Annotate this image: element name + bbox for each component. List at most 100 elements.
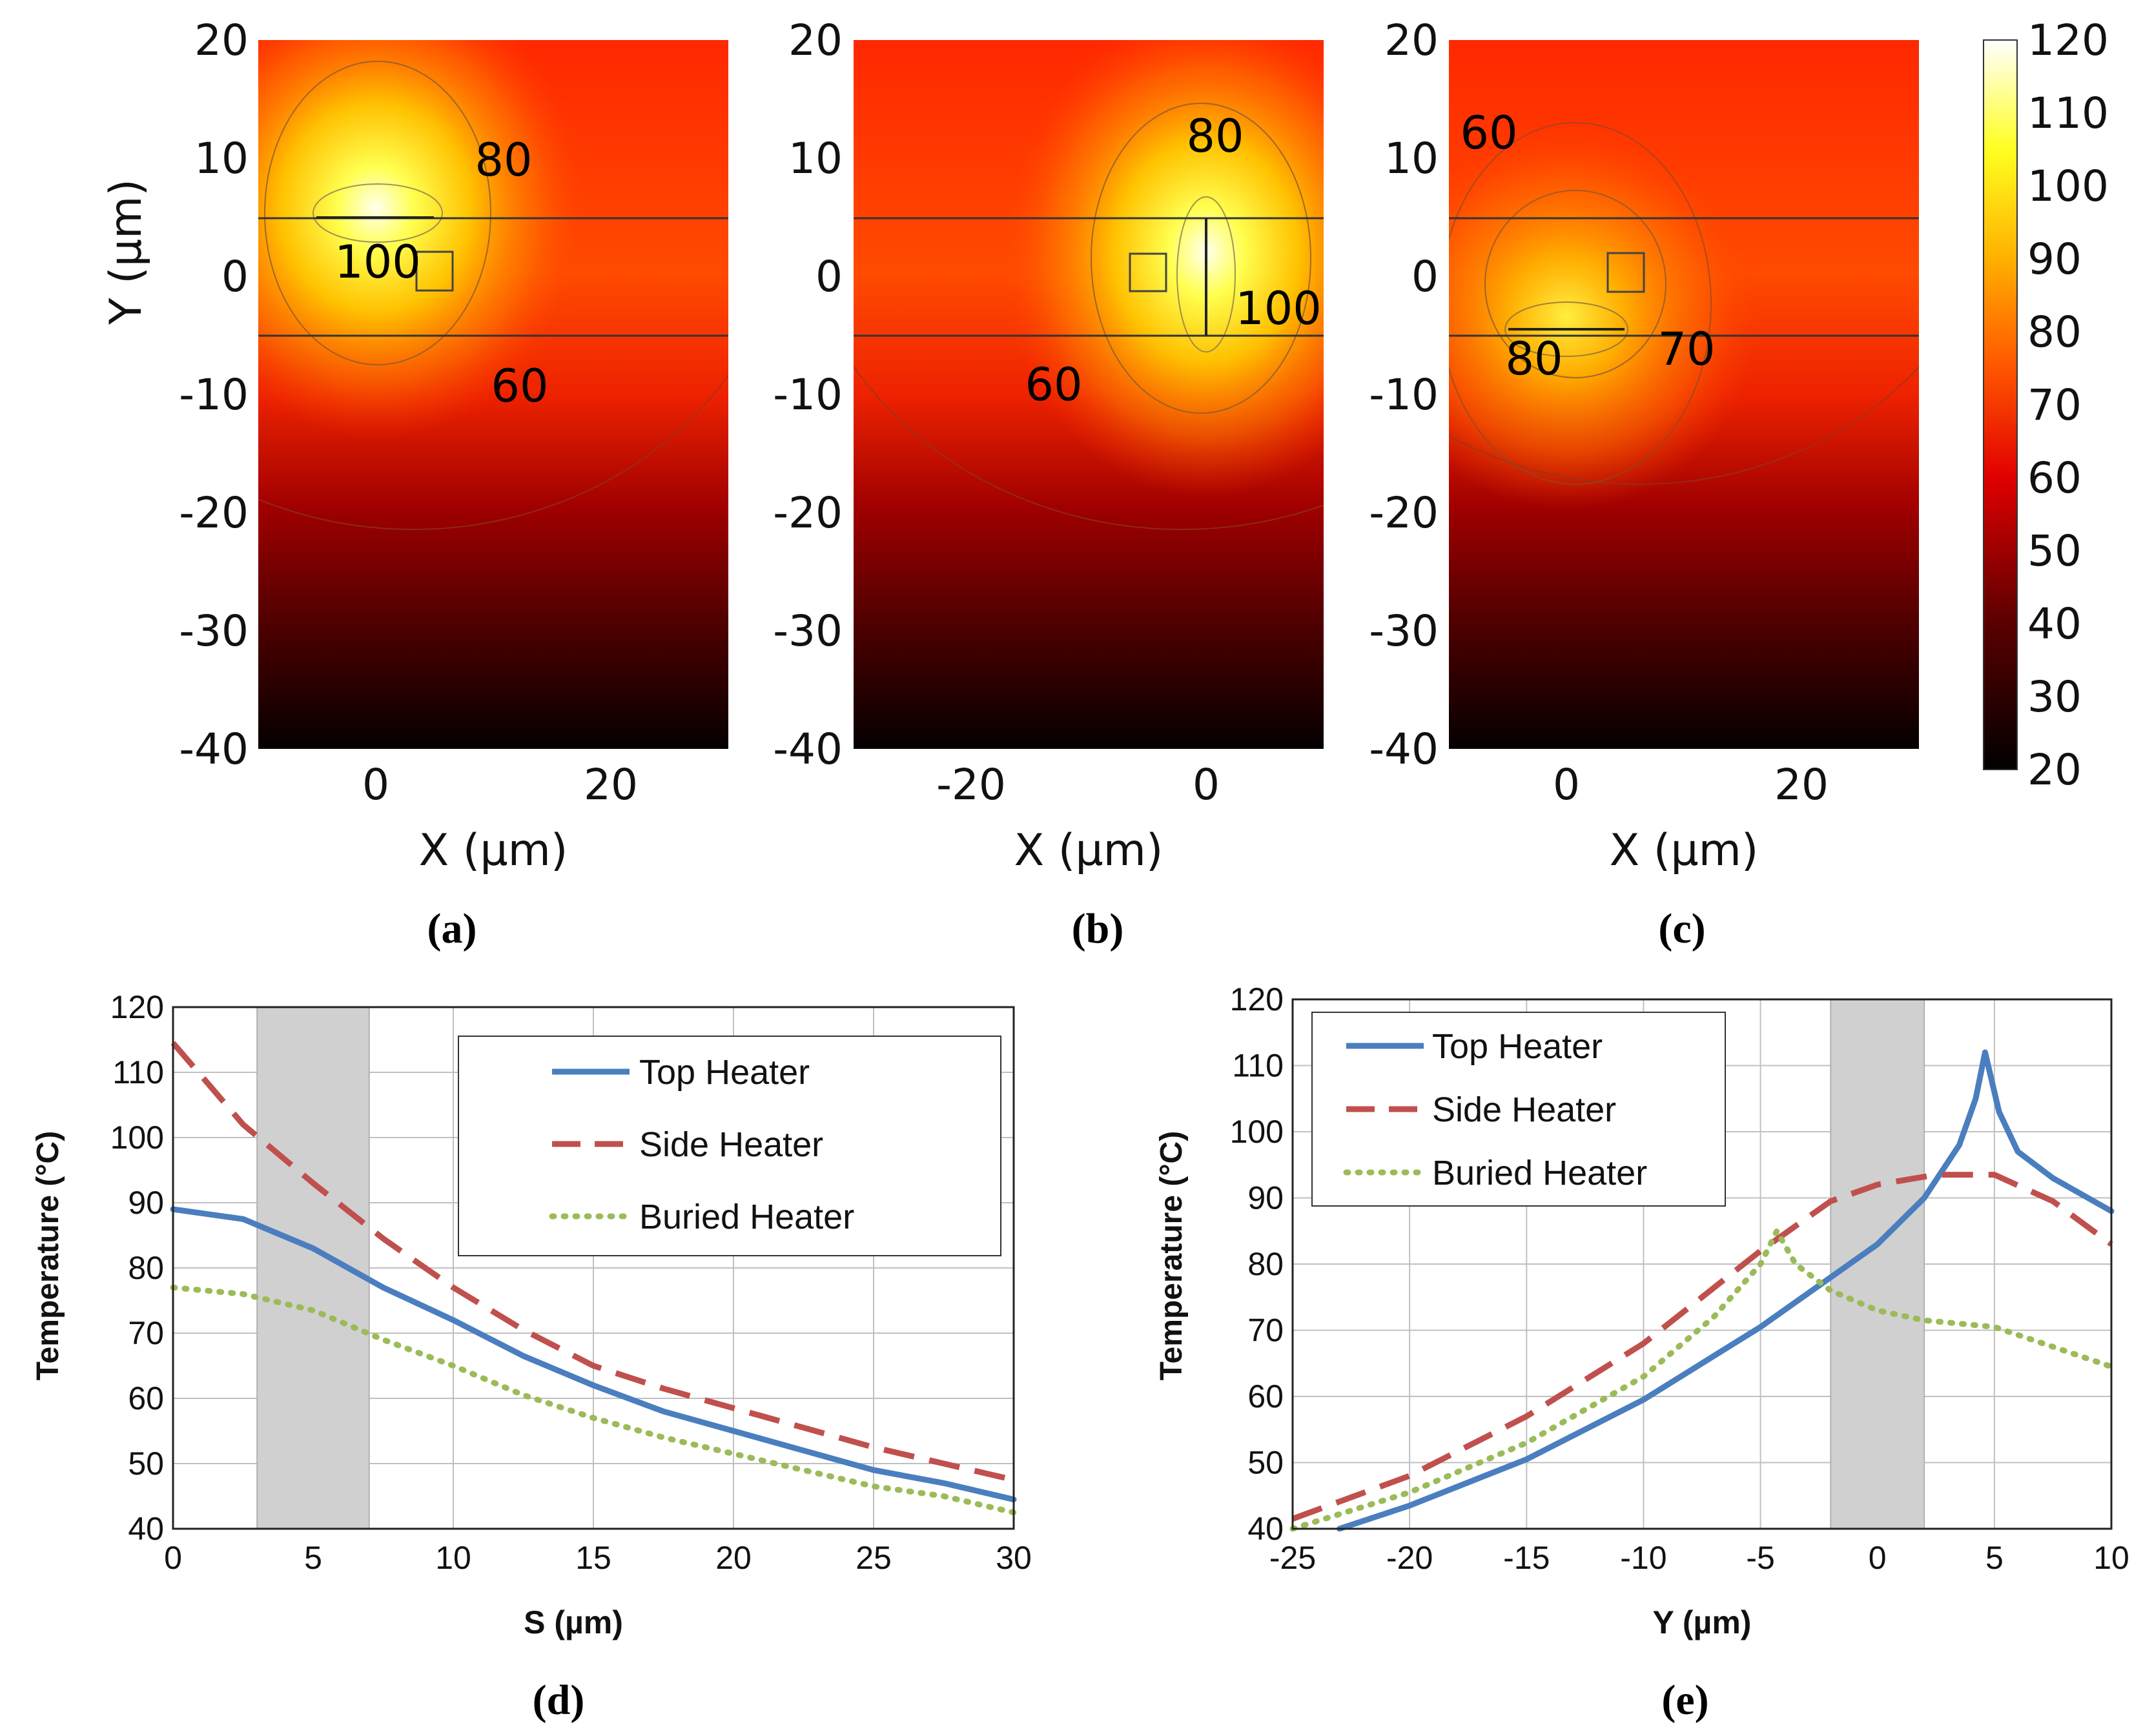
panel-label-d: (d) (533, 1677, 585, 1724)
xtick-b-0: -20 (936, 760, 1006, 810)
heatmap-a-hotspot (258, 40, 589, 440)
ytick-c-6: -40 (1369, 724, 1439, 774)
legend-label-e-side-heater: Side Heater (1432, 1090, 1616, 1129)
ytick-c-3: -10 (1369, 370, 1439, 420)
series-line-d-top-heater (170, 1206, 1017, 1503)
colorbar-tick-1: 110 (2027, 88, 2109, 138)
ytick-b-5: -30 (773, 606, 843, 656)
xtick-a-0: 0 (362, 760, 389, 810)
ytick-d-1: 110 (112, 1054, 164, 1090)
xticks-d: 0 5 10 15 20 25 30 (164, 1540, 1032, 1576)
xlabel-c: X (µm) (1610, 825, 1759, 876)
ytick-b-3: -10 (773, 370, 843, 420)
panel-label-a: (a) (427, 905, 477, 952)
ytick-a-6: -40 (179, 724, 249, 774)
xtick-e-5: 0 (1869, 1540, 1887, 1576)
ytick-e-2: 100 (1230, 1114, 1284, 1150)
series-line-e-top-heater (1337, 1049, 2115, 1532)
series-d (170, 1041, 1017, 1516)
ytick-b-0: 20 (788, 15, 843, 65)
ytick-e-5: 70 (1247, 1312, 1284, 1349)
ytick-c-2: 0 (1411, 252, 1439, 301)
legend-e: Top Heater Side Heater Buried Heater (1311, 1012, 1726, 1207)
xlabel-a: X (µm) (419, 825, 568, 876)
xtick-b-1: 0 (1193, 760, 1220, 810)
contour-label-b-0: 80 (1186, 110, 1244, 163)
xtick-d-0: 0 (164, 1540, 182, 1576)
contour-label-a-2: 60 (491, 360, 548, 413)
xtick-e-6: 5 (1985, 1540, 2004, 1576)
xtick-d-1: 5 (304, 1540, 322, 1576)
ytick-b-4: -20 (773, 488, 843, 538)
colorbar-tick-8: 40 (2027, 599, 2082, 649)
series-e (1289, 1049, 2115, 1532)
contour-c-80-inner (1504, 301, 1628, 357)
contour-label-a-0: 80 (475, 134, 532, 187)
legend-label-e-top-heater: Top Heater (1432, 1027, 1603, 1066)
yticks-a: 20 10 0 -10 -20 -30 -40 (179, 15, 249, 774)
ytick-d-5: 70 (128, 1315, 164, 1351)
ytick-d-3: 90 (128, 1185, 164, 1221)
xtick-e-0: -25 (1269, 1540, 1316, 1576)
ylabel-a: Y (µm) (101, 179, 152, 325)
xtick-c-1: 20 (1774, 760, 1829, 810)
series-line-d-buried-heater (170, 1284, 1017, 1516)
xtick-e-7: 10 (2093, 1540, 2129, 1576)
yticks-d: 120 110 100 90 80 70 60 50 40 (110, 989, 164, 1547)
ylabel-e: Temperature (°C) (1154, 1131, 1189, 1380)
series-line-e-buried-heater (1289, 1225, 2115, 1532)
contour-label-c-1: 80 (1505, 332, 1563, 385)
xticks-e: -25 -20 -15 -10 -5 0 5 10 (1269, 1540, 2129, 1576)
ytick-c-5: -30 (1369, 606, 1439, 656)
panel-label-b: (b) (1072, 905, 1124, 952)
ytick-e-0: 120 (1230, 981, 1284, 1017)
colorbar-tick-0: 120 (2027, 15, 2109, 65)
ytick-a-3: -10 (179, 370, 249, 420)
ytick-a-2: 0 (221, 252, 249, 301)
colorbar-gradient (1983, 39, 2018, 770)
legend-label-d-top-heater: Top Heater (639, 1053, 810, 1092)
ytick-d-6: 60 (128, 1380, 164, 1416)
ytick-e-1: 110 (1232, 1048, 1284, 1084)
xlabel-e: Y (µm) (1653, 1604, 1752, 1640)
waveguide-core-c (1606, 252, 1645, 293)
xtick-e-4: -5 (1746, 1540, 1774, 1576)
ytick-a-1: 10 (194, 134, 249, 183)
ytick-c-4: -20 (1369, 488, 1439, 538)
ytick-e-8: 40 (1247, 1511, 1284, 1547)
contour-c-60 (1449, 365, 1919, 485)
ytick-d-0: 120 (110, 989, 164, 1025)
colorbar-tick-6: 60 (2027, 453, 2082, 503)
plot-frame-d (172, 1006, 1015, 1530)
colorbar: 120 110 100 90 80 70 60 50 40 30 20 (1983, 15, 2109, 795)
yticks-c: 20 10 0 -10 -20 -30 -40 (1369, 15, 1439, 774)
heatmap-panel-a: 80 100 60 20 10 0 -10 -20 -30 -40 0 20 X… (101, 15, 728, 952)
ytick-d-7: 50 (128, 1445, 164, 1482)
ytick-a-4: -20 (179, 488, 249, 538)
series-line-e-side-heater (1291, 1172, 2113, 1522)
heatmap-panel-b: 80 100 60 20 10 0 -10 -20 -30 -40 -20 0 … (773, 15, 1324, 952)
plot-frame-e (1291, 998, 2113, 1530)
colorbar-tick-5: 70 (2027, 380, 2082, 430)
xtick-d-5: 25 (856, 1540, 892, 1576)
ytick-b-6: -40 (773, 724, 843, 774)
legend-label-d-side-heater: Side Heater (639, 1125, 823, 1164)
ytick-c-1: 10 (1384, 134, 1439, 183)
contour-c-70 (1449, 122, 1712, 485)
contour-a-100 (313, 183, 443, 243)
heatmap-panel-c: 60 80 70 20 10 0 -10 -20 -30 -40 0 20 X … (1369, 15, 1919, 952)
ytick-c-0: 20 (1384, 15, 1439, 65)
ytick-d-4: 80 (128, 1250, 164, 1286)
ylabel-d: Temperature (°C) (31, 1131, 65, 1380)
panel-label-e: (e) (1661, 1677, 1708, 1724)
xtick-d-3: 15 (575, 1540, 611, 1576)
contour-label-b-1: 100 (1235, 282, 1322, 335)
xtick-d-2: 10 (435, 1540, 471, 1576)
xtick-e-3: -10 (1620, 1540, 1666, 1576)
colorbar-tick-3: 90 (2027, 234, 2082, 284)
xtick-d-6: 30 (996, 1540, 1032, 1576)
contour-label-c-0: 60 (1460, 107, 1517, 159)
xlabel-d: S (µm) (524, 1604, 623, 1640)
line-chart-e: 120 110 100 90 80 70 60 50 40 -25 -20 -1… (1154, 981, 2129, 1724)
